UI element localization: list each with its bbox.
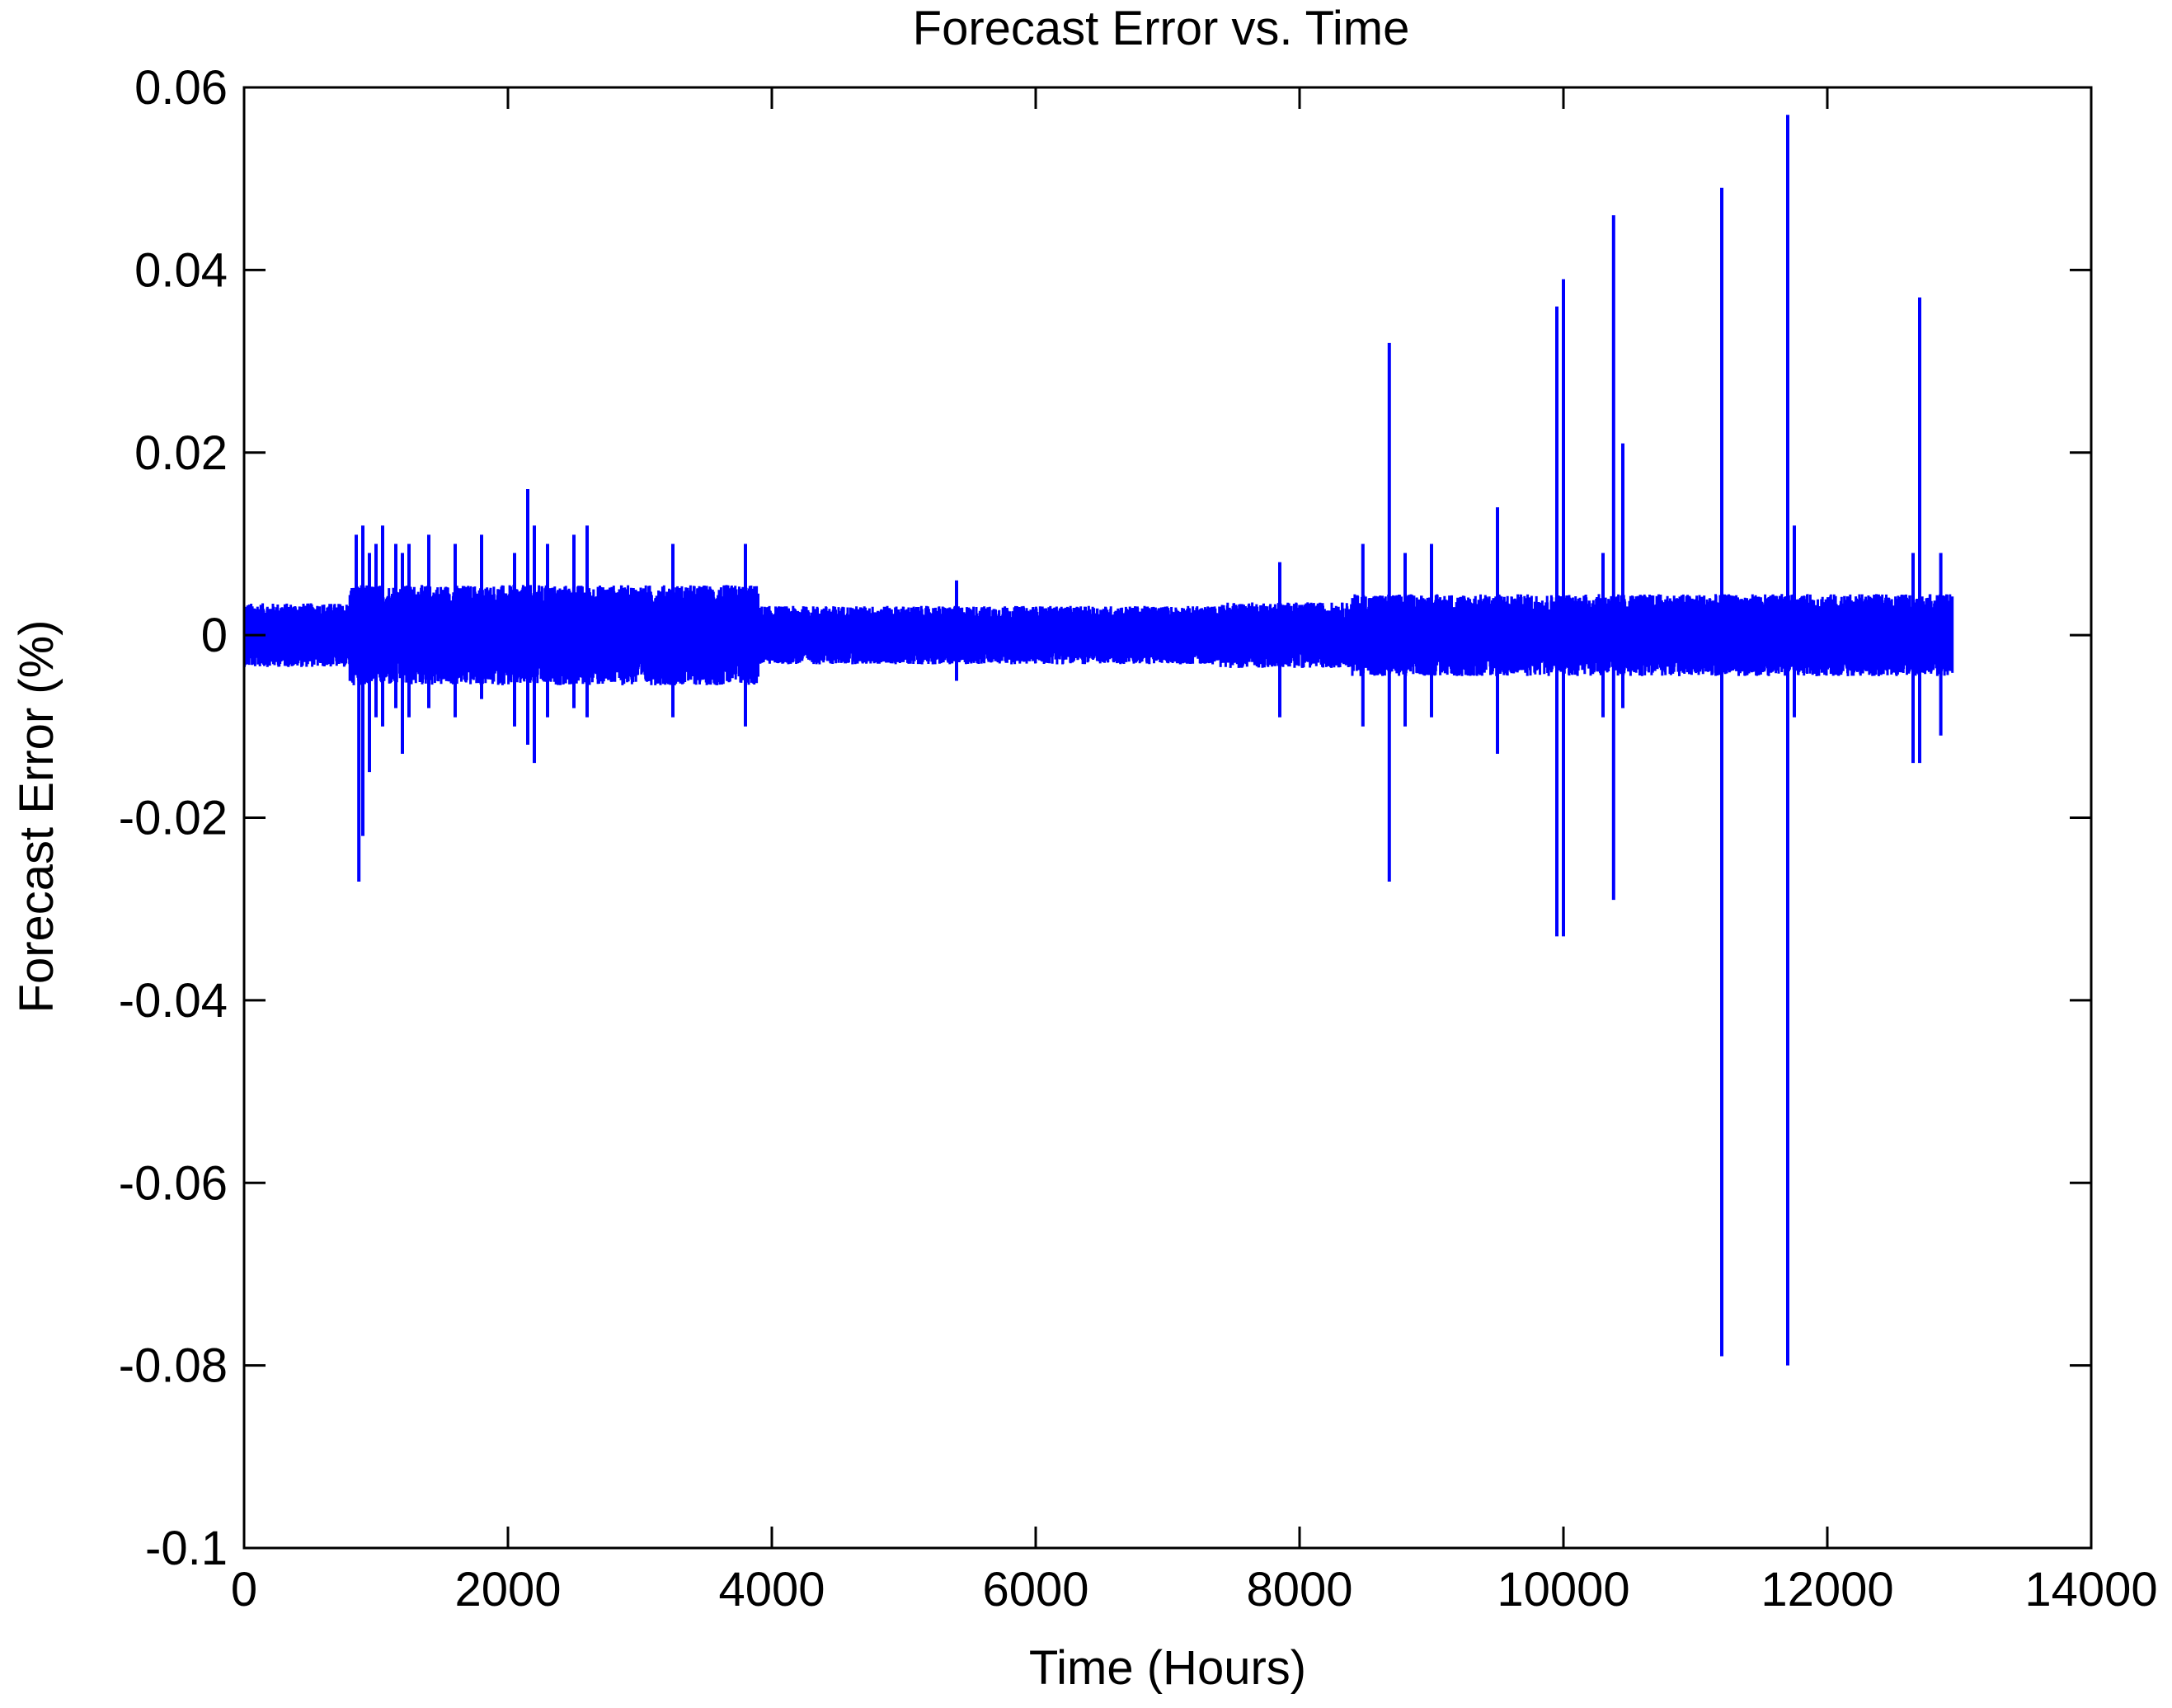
- y-tick-label: 0.04: [134, 243, 228, 297]
- plot-series: [242, 115, 1954, 1366]
- y-axis-ticks: -0.1 -0.08 -0.06 -0.04 -0.02 0 0.02 0.04 0.06: [119, 61, 2091, 1575]
- y-tick-label: 0.06: [134, 61, 228, 115]
- y-tick-label: 0: [201, 609, 228, 662]
- y-axis-label: Forecast Error (%): [10, 620, 63, 1014]
- x-tick-label: 8000: [1246, 1563, 1352, 1616]
- x-tick-label: 12000: [1761, 1563, 1893, 1616]
- x-tick-label: 10000: [1497, 1563, 1629, 1616]
- y-tick-label: -0.1: [145, 1522, 228, 1575]
- y-tick-label: 0.02: [134, 426, 228, 480]
- x-tick-label: 0: [231, 1563, 257, 1616]
- x-tick-label: 6000: [982, 1563, 1088, 1616]
- x-tick-label: 2000: [454, 1563, 561, 1616]
- x-tick-label: 4000: [718, 1563, 825, 1616]
- y-tick-label: -0.04: [119, 974, 228, 1028]
- y-tick-label: -0.02: [119, 792, 228, 845]
- x-tick-label: 14000: [2024, 1563, 2157, 1616]
- chart-title: Forecast Error vs. Time: [913, 2, 1410, 55]
- y-tick-label: -0.08: [119, 1339, 228, 1393]
- x-axis-label: Time (Hours): [1029, 1641, 1306, 1695]
- y-tick-label: -0.06: [119, 1156, 228, 1210]
- x-axis-ticks: 0 2000 4000 6000 8000 10000 12000 14000: [231, 87, 2158, 1616]
